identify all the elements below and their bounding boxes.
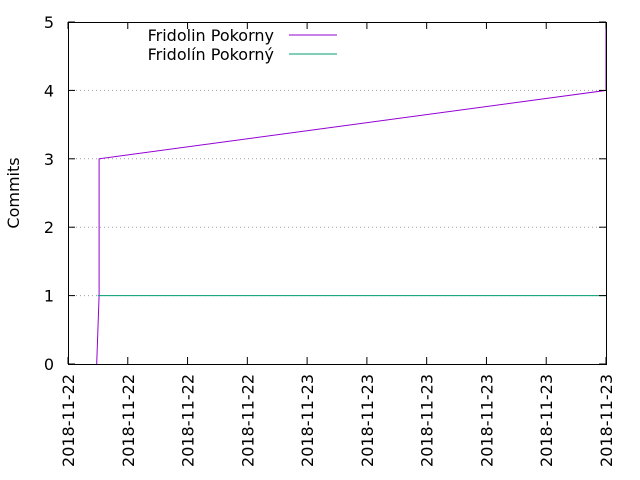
x-tick-label: 2018-11-23 — [298, 374, 317, 467]
y-tick-label: 3 — [44, 150, 54, 169]
x-tick-label: 2018-11-22 — [238, 374, 257, 467]
plot-border — [68, 22, 607, 365]
x-tick-label: 2018-11-22 — [179, 374, 198, 467]
series-line-1 — [96, 22, 607, 365]
grid-lines — [68, 89, 606, 297]
y-tick-label: 4 — [44, 81, 54, 100]
y-axis-label: Commits — [4, 157, 23, 228]
y-tick-label: 1 — [44, 287, 54, 306]
x-tick-label: 2018-11-23 — [477, 374, 496, 467]
x-tick-label: 2018-11-23 — [358, 374, 377, 467]
y-tick-label: 0 — [44, 355, 54, 374]
y-axis-ticks: 0 1 2 3 4 5 — [44, 13, 606, 374]
legend-label: Fridolín Pokorný — [148, 45, 274, 64]
x-tick-label: 2018-11-23 — [418, 374, 437, 467]
series-lines — [96, 22, 607, 365]
y-tick-label: 2 — [44, 218, 54, 237]
x-tick-label: 2018-11-23 — [537, 374, 556, 467]
x-tick-label: 2018-11-22 — [59, 374, 78, 467]
y-tick-label: 5 — [44, 13, 54, 32]
x-tick-label: 2018-11-23 — [597, 374, 616, 467]
x-axis-ticks: 2018-11-22 2018-11-22 2018-11-22 2018-11-22… — [59, 22, 616, 467]
legend-label: Fridolin Pokorny — [148, 26, 274, 45]
x-tick-label: 2018-11-22 — [119, 374, 138, 467]
